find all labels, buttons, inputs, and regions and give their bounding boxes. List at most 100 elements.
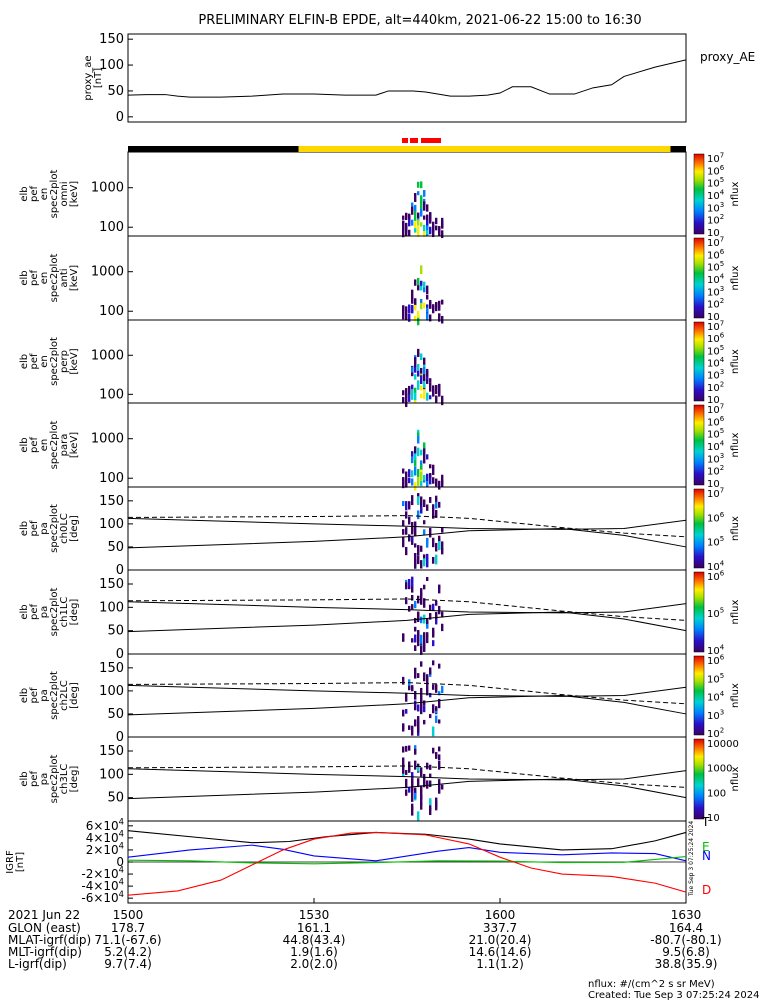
ch2-flux-cell xyxy=(405,709,408,714)
ephem-value: 14.6(14.6) xyxy=(469,945,532,959)
para-ylabel-line: [keV] xyxy=(69,432,80,458)
perp-flux-cell xyxy=(423,357,426,365)
ch0-ytick-label: 150 xyxy=(99,494,124,509)
omni-flux-cell xyxy=(405,222,408,233)
ephem-row-label: L-igrf(dip) xyxy=(8,957,67,971)
ch0-flux-cell xyxy=(417,493,420,499)
perp-flux-cell xyxy=(414,387,417,394)
ch1-flux-cell xyxy=(435,612,438,620)
ephem-value: 71.1(-67.6) xyxy=(94,933,161,947)
ch1-flux-cell xyxy=(414,645,417,651)
para-flux-cell xyxy=(411,470,414,478)
ephem-value: 21.0(20.4) xyxy=(469,933,532,947)
ch2-flux-cell xyxy=(432,660,435,666)
omni-flux-cell xyxy=(420,222,423,227)
perp-flux-cell xyxy=(423,389,426,399)
anti-flux-cell xyxy=(432,305,435,314)
ch0-ylabel-line: [deg] xyxy=(69,515,80,542)
ch0-flux-cell xyxy=(414,543,417,548)
ch0-ytick-label: 100 xyxy=(99,517,124,532)
figure-title: PRELIMINARY ELFIN-B EPDE, alt=440km, 202… xyxy=(198,13,641,28)
ch0-ytick-label: 0 xyxy=(116,563,124,578)
ch2-flux-cell xyxy=(429,667,432,675)
ch2-colorbar-tick: 103 xyxy=(707,708,724,722)
igrf-ytick-label: 6×104 xyxy=(86,816,124,832)
ch1-flux-cell xyxy=(432,640,435,647)
ch1-flux-cell xyxy=(429,604,432,611)
igrf-ytick-label: -6×104 xyxy=(81,889,124,905)
ch3-flux-cell xyxy=(438,784,441,794)
omni-flux-cell xyxy=(435,217,438,225)
anti-flux-cell xyxy=(420,302,423,310)
perp-ylabel-line: elb xyxy=(19,354,30,369)
igrf-ylabel-line: IGRF xyxy=(5,850,16,874)
perp-flux-cell xyxy=(426,368,429,377)
ch0-loss-cone-line xyxy=(127,517,687,530)
ch1-flux-cell xyxy=(411,584,414,593)
ch0-flux-cell xyxy=(420,506,423,513)
ch1-flux-cell xyxy=(426,634,429,644)
science-zone-mark xyxy=(410,138,418,143)
ch2-ytick-label: 150 xyxy=(99,661,124,676)
anti-flux-cell xyxy=(405,309,408,317)
anti-flux-cell xyxy=(426,307,429,313)
ch0-ylabel-line: spec2plot xyxy=(49,504,60,553)
para-flux-cell xyxy=(432,464,435,469)
anti-flux-cell xyxy=(429,299,432,309)
ch2-flux-cell xyxy=(414,667,417,675)
para-colorbar-tick: 107 xyxy=(707,403,724,417)
ch1-flux-cell xyxy=(423,632,426,642)
omni-flux-cell xyxy=(414,221,417,231)
perp-flux-cell xyxy=(417,370,420,377)
perp-ylabel-line: perp xyxy=(59,350,70,373)
ch2-colorbar xyxy=(693,655,705,736)
perp-ylabel-line: spec2plot xyxy=(49,337,60,386)
omni-flux-cell xyxy=(420,195,423,203)
perp-colorbar-tick: 105 xyxy=(707,344,724,358)
ch3-colorbar-tick: 10000 xyxy=(707,739,739,750)
ch2-ytick-label: 50 xyxy=(107,707,124,722)
omni-flux-cell xyxy=(423,215,426,220)
para-ylabel-line: para xyxy=(59,434,70,457)
omni-flux-cell xyxy=(441,217,444,222)
ch3-ylabel-line: ch3LC xyxy=(59,764,70,795)
perp-colorbar-tick: 10 xyxy=(707,395,720,406)
ch2-ylabel-line: ch2LC xyxy=(59,680,70,711)
ephem-value: 38.8(35.9) xyxy=(655,957,718,971)
ch1-flux-cell xyxy=(441,611,444,618)
ch0-flux-cell xyxy=(423,499,426,508)
igrf-ytick-label: -4×104 xyxy=(81,877,124,893)
perp-ylabel-line: pef xyxy=(29,353,40,370)
ch2-flux-cell xyxy=(417,673,420,678)
omni-flux-cell xyxy=(441,230,444,239)
para-flux-cell xyxy=(420,469,423,475)
ch2-ylabel-line: pa xyxy=(39,689,50,701)
ch3-loss-cone-line xyxy=(127,768,687,781)
ephem-value: 164.4 xyxy=(669,921,703,935)
anti-ylabel-line: [keV] xyxy=(69,265,80,291)
anti-flux-cell xyxy=(414,298,417,306)
ch2-flux-cell xyxy=(423,700,426,706)
ch3-flux-cell xyxy=(441,784,444,790)
ch3-flux-cell xyxy=(438,754,441,761)
perp-flux-cell xyxy=(417,381,420,387)
para-ytick-label: 100 xyxy=(99,471,124,486)
para-flux-cell xyxy=(438,480,441,490)
anti-flux-cell xyxy=(438,305,441,311)
anti-colorbar-label: nflux xyxy=(730,265,741,290)
omni-flux-cell xyxy=(423,224,426,233)
ch2-flux-cell xyxy=(414,719,417,727)
ch0-flux-cell xyxy=(435,495,438,503)
para-colorbar-tick: 103 xyxy=(707,452,724,466)
ch0-ylabel-line: elb xyxy=(19,521,30,536)
ch3-flux-cell xyxy=(417,778,420,788)
para-flux-cell xyxy=(426,478,429,486)
perp-flux-cell xyxy=(402,390,405,396)
ch1-colorbar-label: nflux xyxy=(730,599,741,624)
ch2-flux-cell xyxy=(420,706,423,715)
ch1-flux-cell xyxy=(408,578,411,587)
ch3-flux-cell xyxy=(429,808,432,816)
time-label: 1500 xyxy=(113,908,144,922)
